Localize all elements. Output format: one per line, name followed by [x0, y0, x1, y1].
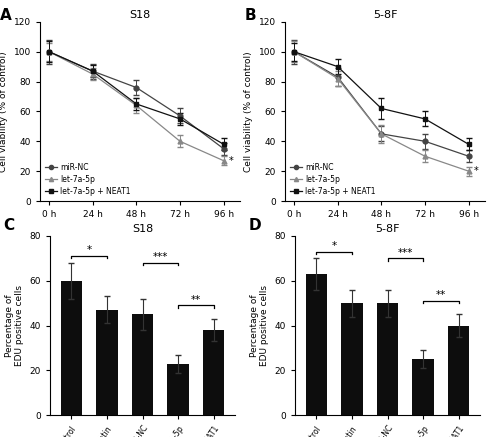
Legend: miR-NC, let-7a-5p, let-7a-5p + NEAT1: miR-NC, let-7a-5p, let-7a-5p + NEAT1 — [44, 161, 132, 197]
Y-axis label: Cell viability (% of control): Cell viability (% of control) — [0, 51, 8, 172]
Bar — [412, 359, 434, 415]
Text: ***: *** — [152, 252, 168, 262]
Text: ***: *** — [398, 248, 413, 258]
Bar — [377, 303, 398, 415]
Bar — [132, 314, 153, 415]
Y-axis label: Percentage of
EDU positive cells: Percentage of EDU positive cells — [4, 285, 24, 366]
Title: S18: S18 — [130, 10, 150, 20]
Text: *: * — [86, 246, 92, 256]
Bar — [96, 310, 117, 415]
Title: 5-8F: 5-8F — [375, 224, 400, 234]
Title: S18: S18 — [132, 224, 153, 234]
Bar — [341, 303, 362, 415]
Bar — [168, 364, 189, 415]
Bar — [448, 326, 469, 415]
Text: C: C — [4, 218, 15, 233]
Bar — [60, 281, 82, 415]
Bar — [203, 330, 224, 415]
Title: 5-8F: 5-8F — [373, 10, 397, 20]
Text: *: * — [229, 156, 234, 166]
Text: **: ** — [190, 295, 201, 305]
Legend: miR-NC, let-7a-5p, let-7a-5p + NEAT1: miR-NC, let-7a-5p, let-7a-5p + NEAT1 — [289, 161, 377, 197]
Y-axis label: Cell viability (% of control): Cell viability (% of control) — [244, 51, 253, 172]
Y-axis label: Percentage of
EDU positive cells: Percentage of EDU positive cells — [250, 285, 269, 366]
Text: D: D — [249, 218, 262, 233]
Text: *: * — [332, 241, 336, 251]
Text: B: B — [245, 7, 256, 23]
Bar — [306, 274, 327, 415]
Text: A: A — [0, 7, 12, 23]
Text: *: * — [474, 166, 479, 176]
Text: **: ** — [436, 290, 446, 300]
